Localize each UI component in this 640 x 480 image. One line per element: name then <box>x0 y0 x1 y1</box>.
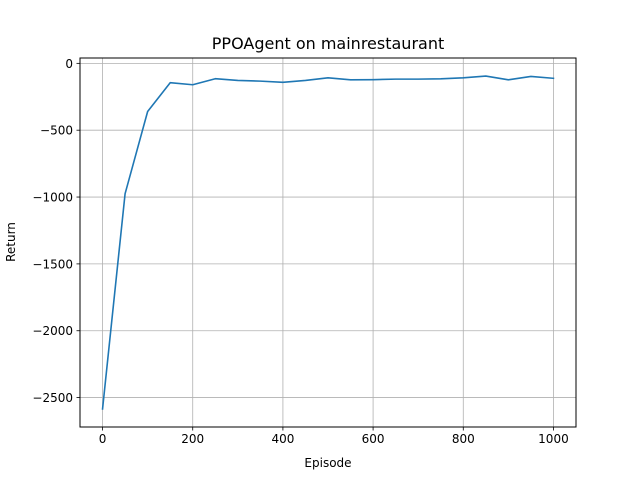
x-tick-label: 400 <box>271 432 294 446</box>
y-tick-label: −2000 <box>32 324 73 338</box>
x-tick-label: 800 <box>452 432 475 446</box>
x-tick-label: 0 <box>99 432 107 446</box>
y-tick-label: −1500 <box>32 257 73 271</box>
y-axis-ticks: 0 −500 −1000 −1500 −2000 −2500 <box>32 57 80 405</box>
plot-frame <box>79 57 577 428</box>
series-line-return <box>101 75 555 410</box>
y-tick-label: −2500 <box>32 391 73 405</box>
y-tick-label: −1000 <box>32 191 73 205</box>
x-tick-label: 600 <box>362 432 385 446</box>
x-tick-label: 1000 <box>538 432 569 446</box>
y-tick-label: −500 <box>40 124 73 138</box>
chart-title: PPOAgent on mainrestaurant <box>212 34 444 53</box>
x-tick-label: 200 <box>181 432 204 446</box>
grid-lines <box>80 58 576 427</box>
x-axis-label: Episode <box>304 456 351 470</box>
y-tick-label: 0 <box>65 57 73 71</box>
x-axis-ticks: 0 200 400 600 800 1000 <box>99 427 569 446</box>
y-axis-label: Return <box>4 222 18 262</box>
series-layer <box>101 75 555 410</box>
